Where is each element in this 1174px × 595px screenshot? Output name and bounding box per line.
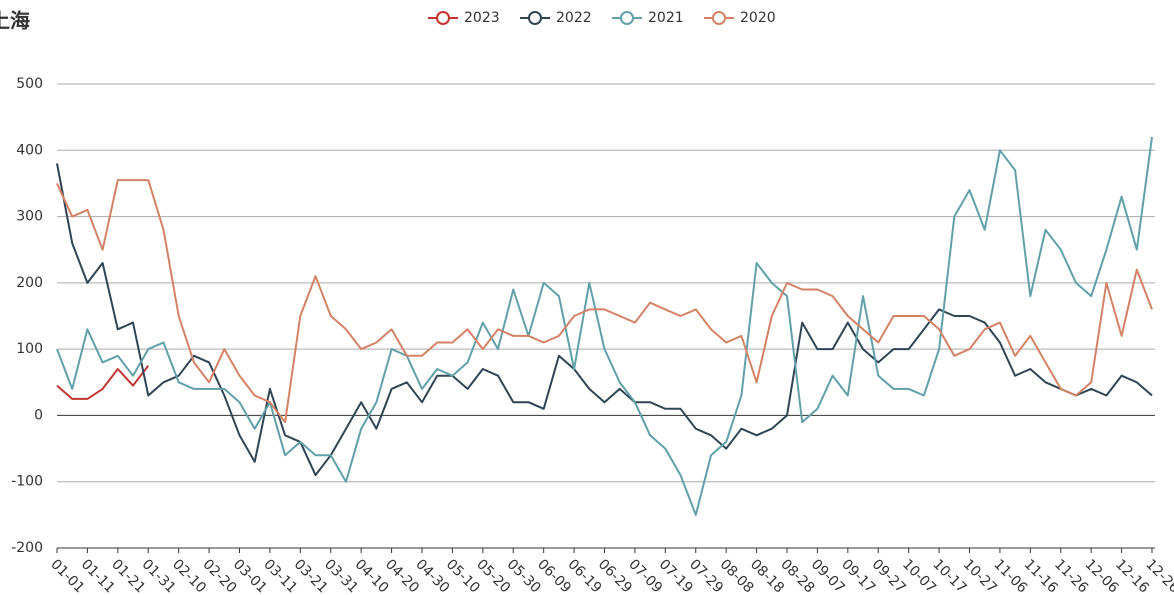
x-tick-label: 06-09 [534,556,574,595]
x-tick-label: 03-01 [230,556,270,595]
y-tick-label: 0 [34,407,43,423]
x-tick-label: 07-19 [656,556,696,595]
x-tick-label: 02-10 [169,556,209,595]
x-tick-label: 06-19 [564,556,604,595]
x-tick-label: 03-11 [260,556,300,595]
x-tick-label: 01-11 [78,556,118,595]
x-tick-label: 03-21 [291,556,331,595]
series-line [56,136,1153,516]
x-tick-label: 10-27 [960,556,1000,595]
x-tick-label: 01-31 [139,556,179,595]
x-tick-label: 01-01 [47,556,87,595]
x-tick-label: 04-20 [382,556,422,595]
x-tick-label: 04-10 [352,556,392,595]
legend-label: 2022 [556,10,592,26]
x-tick-label: 03-31 [321,556,361,595]
legend-item: 2021 [612,10,684,26]
x-tick-label: 05-10 [443,556,483,595]
y-tick-label: 400 [16,142,43,158]
legend-label: 2020 [740,10,776,26]
series-line [56,365,150,400]
x-tick-label: 07-29 [686,556,726,595]
chart-title: 上海 [0,9,30,33]
y-tick-label: 200 [16,275,43,291]
x-tick-label: 08-08 [717,556,757,595]
legend-item: 2022 [520,10,592,26]
y-tick-label: 300 [16,209,43,225]
x-tick-label: 12-16 [1112,556,1152,595]
x-tick-label: 11-26 [1051,556,1091,595]
legend-marker [712,11,726,25]
x-tick-label: 09-17 [838,556,878,595]
legend-marker [436,11,450,25]
series-line [56,179,1153,424]
y-tick-label: -200 [11,540,43,556]
x-tick-label: 07-09 [625,556,665,595]
x-tick-label: 09-07 [808,556,848,595]
legend-label: 2023 [464,10,500,26]
x-tick-label: 02-20 [199,556,239,595]
legend-marker [620,11,634,25]
x-tick-label: 05-20 [473,556,513,595]
x-tick-label: 10-17 [929,556,969,595]
x-tick-label: 04-30 [412,556,452,595]
x-tick-label: 05-30 [504,556,544,595]
x-tick-label: 11-06 [990,556,1030,595]
x-tick-label: 06-29 [595,556,635,595]
legend-label: 2021 [648,10,684,26]
y-tick-label: 500 [16,76,43,92]
x-tick-label: 11-16 [1021,556,1061,595]
x-tick-label: 12-06 [1082,556,1122,595]
legend-marker [528,11,542,25]
legend-item: 2020 [704,10,776,26]
y-tick-label: 100 [16,341,43,357]
x-tick-label: 09-27 [869,556,909,595]
x-tick-label: 10-07 [899,556,939,595]
x-tick-label: 08-18 [747,556,787,595]
x-tick-label: 08-28 [777,556,817,595]
legend-item: 2023 [428,10,500,26]
y-tick-label: -100 [11,474,43,490]
series-line [56,163,1153,477]
x-tick-label: 01-21 [108,556,148,595]
